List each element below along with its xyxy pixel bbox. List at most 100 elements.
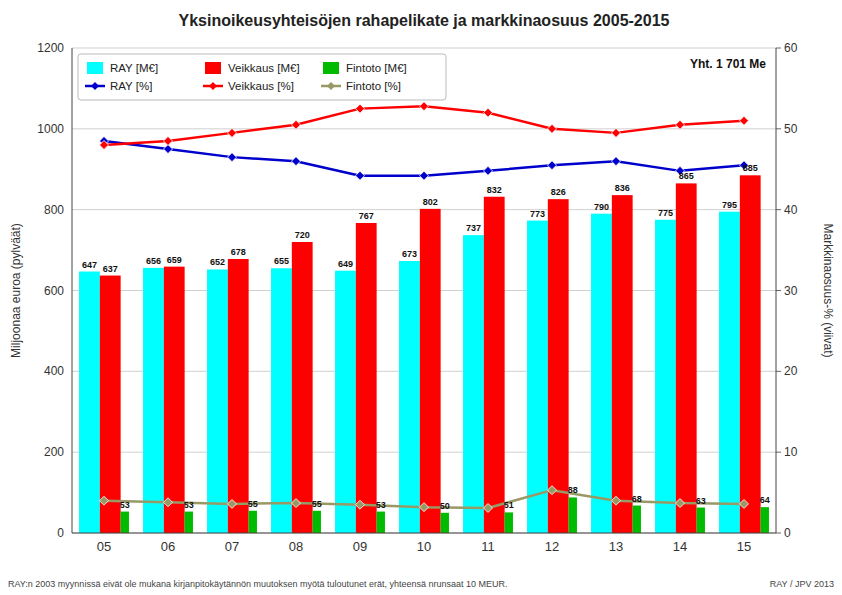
- y-axis: [72, 48, 73, 533]
- marker: [100, 496, 109, 505]
- data-label: 53: [120, 500, 130, 510]
- data-label: 63: [696, 496, 706, 506]
- bar: [121, 512, 129, 533]
- data-label: 637: [103, 264, 118, 274]
- legend-box: [78, 54, 446, 100]
- data-label: 652: [210, 257, 225, 267]
- data-label: 775: [658, 208, 673, 218]
- legend-label: Fintoto [%]: [346, 80, 401, 92]
- y2-tick: [776, 209, 781, 210]
- legend-label: Veikkaus [M€]: [228, 62, 300, 74]
- data-label: 865: [679, 171, 694, 181]
- marker: [292, 120, 301, 129]
- bar: [655, 220, 676, 533]
- x-tick-label: 13: [609, 539, 623, 554]
- data-label: 659: [167, 255, 182, 265]
- bar: [548, 199, 569, 533]
- legend-swatch: [323, 62, 339, 74]
- data-label: 737: [466, 223, 481, 233]
- marker: [612, 157, 621, 166]
- y-tick-label: 200: [44, 445, 64, 459]
- data-label: 64: [760, 495, 770, 505]
- bar: [761, 507, 769, 533]
- bar: [740, 175, 761, 533]
- marker: [484, 108, 493, 117]
- marker: [676, 499, 685, 508]
- y-tick-label: 0: [57, 526, 64, 540]
- x-tick-label: 08: [289, 539, 303, 554]
- title: Yksinoikeusyhteisöjen rahapelikate ja ma…: [179, 12, 670, 29]
- marker: [356, 171, 365, 180]
- legend-marker: [209, 82, 217, 90]
- bar: [569, 497, 577, 533]
- data-label: 649: [338, 259, 353, 269]
- marker: [740, 116, 749, 125]
- bar: [697, 508, 705, 533]
- legend-label: RAY [M€]: [110, 62, 158, 74]
- data-label: 790: [594, 202, 609, 212]
- x-axis: [72, 533, 776, 534]
- data-label: 55: [312, 499, 322, 509]
- marker: [612, 496, 621, 505]
- marker: [548, 161, 557, 170]
- x-tick-label: 12: [545, 539, 559, 554]
- y2-tick-label: 50: [784, 122, 798, 136]
- data-label: 647: [82, 260, 97, 270]
- data-label: 773: [530, 209, 545, 219]
- marker: [420, 102, 429, 111]
- line: [104, 106, 744, 145]
- marker: [548, 124, 557, 133]
- marker: [356, 104, 365, 113]
- data-label: 767: [359, 211, 374, 221]
- marker: [356, 500, 365, 509]
- bar: [612, 195, 633, 533]
- bar: [185, 512, 193, 533]
- grid-line: [72, 128, 776, 129]
- marker: [228, 128, 237, 137]
- legend-swatch: [87, 62, 103, 74]
- bar: [441, 513, 449, 533]
- data-label: 51: [504, 500, 514, 510]
- data-label: 678: [231, 247, 246, 257]
- grid-line: [72, 48, 776, 49]
- data-label: 673: [402, 249, 417, 259]
- data-label: 832: [487, 185, 502, 195]
- x-tick-label: 09: [353, 539, 367, 554]
- x-tick-label: 07: [225, 539, 239, 554]
- x-tick-label: 05: [97, 539, 111, 554]
- footnote: RAY:n 2003 myynnissä eivät ole mukana ki…: [8, 579, 508, 589]
- bar: [377, 512, 385, 533]
- line: [104, 141, 744, 176]
- bar: [271, 268, 292, 533]
- marker: [420, 503, 429, 512]
- y2-tick: [776, 128, 781, 129]
- marker: [164, 136, 173, 145]
- x-tick-label: 06: [161, 539, 175, 554]
- data-label: 836: [615, 183, 630, 193]
- bar: [335, 271, 356, 533]
- y-tick-label: 600: [44, 284, 64, 298]
- legend-label: Fintoto [M€]: [346, 62, 407, 74]
- data-label: 88: [568, 485, 578, 495]
- data-label: 53: [376, 500, 386, 510]
- x-tick-label: 10: [417, 539, 431, 554]
- y2-tick-label: 40: [784, 203, 798, 217]
- y2-tick: [776, 48, 781, 49]
- marker: [740, 499, 749, 508]
- legend-marker: [327, 82, 335, 90]
- y-tick-label: 400: [44, 364, 64, 378]
- data-labels: 6476566526556496737377737907757956376596…: [82, 163, 770, 510]
- data-label: 55: [248, 499, 258, 509]
- marker: [292, 499, 301, 508]
- plot-area: [79, 102, 769, 533]
- legend-label: RAY [%]: [110, 80, 152, 92]
- marker: [420, 171, 429, 180]
- y2-axis-label: Markkinaosuus-% (viivat): [821, 223, 835, 357]
- y2-axis: [776, 48, 777, 533]
- data-label: 68: [632, 494, 642, 504]
- legend-swatch: [205, 62, 221, 74]
- x-tick-label: 14: [673, 539, 687, 554]
- bar: [719, 212, 740, 533]
- y2-tick: [776, 290, 781, 291]
- data-label: 50: [440, 501, 450, 511]
